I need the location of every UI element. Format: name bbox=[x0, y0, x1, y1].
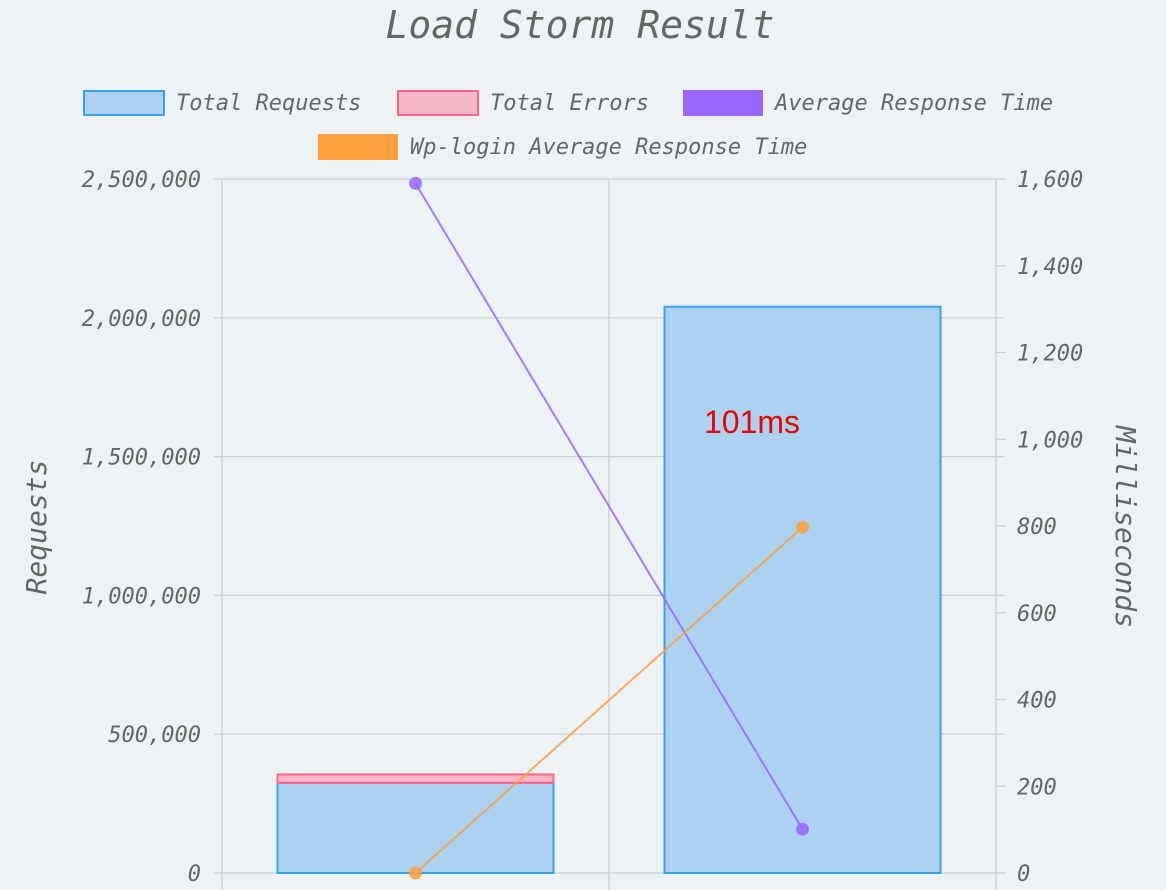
y-left-axis-label: Requests bbox=[20, 460, 53, 595]
y-right-ticks: 0 200 400 600 800 1,000 1,200 1,400 1,600 bbox=[996, 168, 1083, 887]
legend: Total Requests Total Errors Average Resp… bbox=[83, 90, 1053, 160]
y-left-tick-label: 500,000 bbox=[108, 723, 201, 748]
legend-swatch-average-response-time bbox=[683, 90, 763, 116]
bar-total-errors-0 bbox=[276, 773, 555, 784]
annotation-101ms: 101ms bbox=[704, 404, 800, 440]
point-wp-login-average-response-time-0 bbox=[409, 866, 422, 880]
y-left-tick-label: 1,500,000 bbox=[82, 446, 201, 471]
bars bbox=[276, 305, 942, 875]
legend-label-total-errors[interactable]: Total Errors bbox=[490, 91, 649, 116]
point-average-response-time-1 bbox=[796, 822, 809, 836]
legend-swatch-total-errors bbox=[397, 90, 479, 116]
y-right-tick-label: 1,400 bbox=[1017, 255, 1083, 280]
grid bbox=[214, 178, 1004, 890]
y-right-tick-label: 1,000 bbox=[1017, 428, 1083, 453]
y-right-axis-label: Milliseconds bbox=[1109, 425, 1142, 628]
y-left-tick-label: 2,500,000 bbox=[82, 168, 201, 193]
bar-total-requests-1 bbox=[663, 305, 942, 875]
legend-label-total-requests[interactable]: Total Requests bbox=[176, 91, 361, 116]
lines bbox=[409, 176, 809, 880]
legend-label-wp-login-average-response-time[interactable]: Wp-login Average Response Time bbox=[410, 135, 807, 160]
y-right-tick-label: 800 bbox=[1017, 515, 1057, 540]
point-wp-login-average-response-time-1 bbox=[796, 520, 809, 534]
y-right-tick-label: 0 bbox=[1017, 862, 1030, 887]
y-left-tick-label: 0 bbox=[188, 862, 201, 887]
y-right-tick-label: 1,600 bbox=[1017, 168, 1083, 193]
point-average-response-time-0 bbox=[409, 176, 422, 190]
y-right-tick-label: 600 bbox=[1017, 602, 1057, 627]
line-average-response-time bbox=[414, 182, 804, 830]
line-wp-login-average-response-time bbox=[414, 526, 804, 874]
legend-swatch-wp-login-average-response-time bbox=[318, 134, 398, 160]
y-right-tick-label: 200 bbox=[1017, 775, 1057, 800]
y-right-tick-label: 400 bbox=[1017, 689, 1057, 714]
y-left-tick-label: 1,000,000 bbox=[82, 584, 201, 609]
bar-total-requests-0 bbox=[276, 781, 555, 875]
chart-title: Load Storm Result bbox=[386, 3, 775, 47]
y-left-tick-label: 2,000,000 bbox=[82, 307, 201, 332]
legend-swatch-total-requests bbox=[83, 90, 165, 116]
y-right-tick-label: 1,200 bbox=[1017, 342, 1083, 367]
y-left-ticks: 0 500,000 1,000,000 1,500,000 2,000,000 2,500… bbox=[82, 168, 201, 887]
legend-label-average-response-time[interactable]: Average Response Time bbox=[773, 91, 1053, 116]
